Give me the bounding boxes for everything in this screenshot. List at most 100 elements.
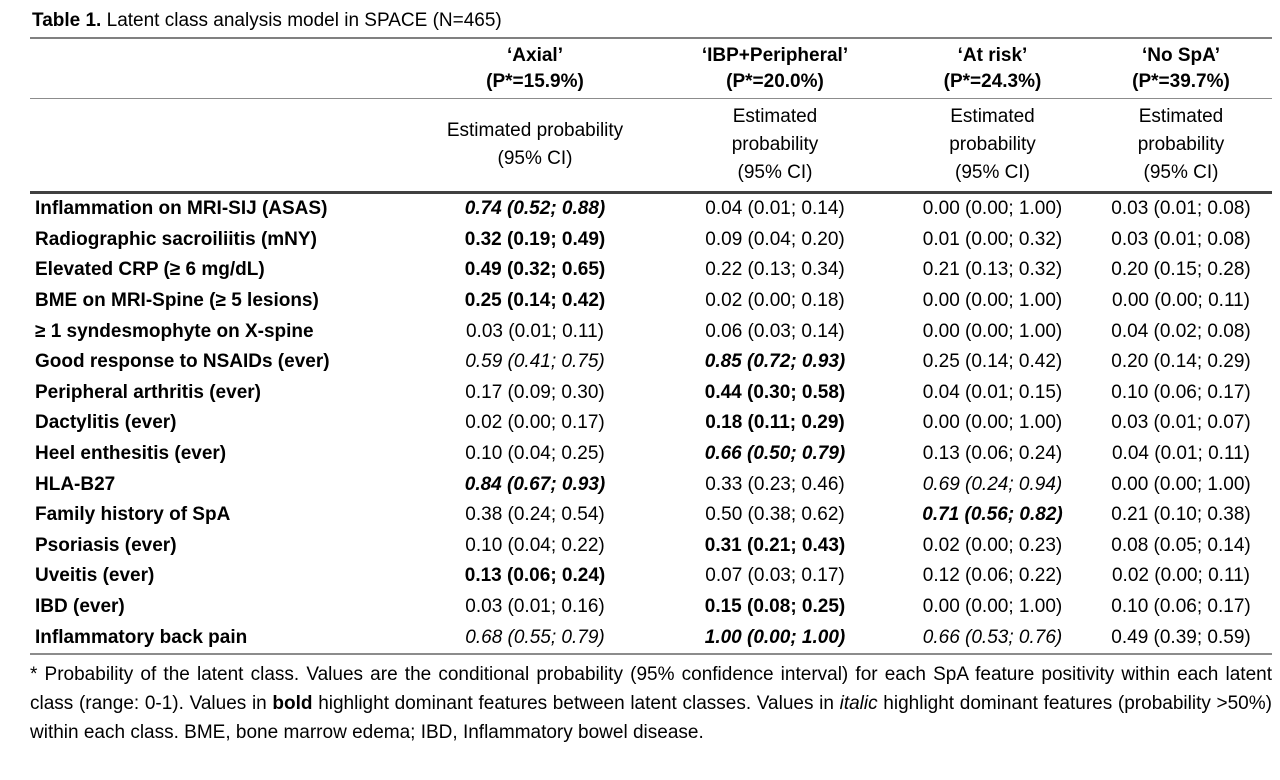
- cell-value: 0.03 (0.01; 0.11): [465, 320, 605, 342]
- cell-value: 0.02 (0.00; 0.17): [465, 412, 605, 434]
- corner-cell: [30, 38, 415, 99]
- cell-value: 0.20 (0.15; 0.28): [1111, 259, 1251, 281]
- cell-value: 0.38 (0.24; 0.54): [465, 504, 605, 526]
- table-row: Good response to NSAIDs (ever) 0.59 (0.41…: [30, 347, 1272, 378]
- cell-value: 0.66 (0.50; 0.79): [704, 443, 846, 465]
- cell-value: 0.32 (0.19; 0.49): [464, 228, 606, 250]
- cell-value: 0.15 (0.08; 0.25): [704, 596, 846, 618]
- cell-value: 0.84 (0.67; 0.93): [464, 473, 606, 495]
- cell-value: 0.13 (0.06; 0.24): [464, 565, 606, 587]
- cell-value: 0.00 (0.00; 1.00): [922, 290, 1063, 312]
- cell-value: 1.00 (0.00; 1.00): [704, 626, 846, 648]
- table-row: BME on MRI-Spine (≥ 5 lesions) 0.25 (0.14…: [30, 286, 1272, 317]
- subheader-ibp-peripheral: Estimated probability (95% CI): [655, 98, 895, 194]
- row-label: ≥ 1 syndesmophyte on X-spine: [35, 320, 314, 342]
- cell-value: 0.85 (0.72; 0.93): [704, 351, 846, 373]
- cell-value: 0.02 (0.00; 0.23): [922, 534, 1063, 556]
- cell-value: 0.03 (0.01; 0.08): [1111, 198, 1251, 220]
- table-row: Radiographic sacroiliitis (mNY) 0.32 (0.1…: [30, 225, 1272, 256]
- table-row: Family history of SpA 0.38 (0.24; 0.54) 0.…: [30, 500, 1272, 531]
- row-label: Inflammatory back pain: [35, 626, 248, 648]
- row-label: Elevated CRP (≥ 6 mg/dL): [35, 259, 265, 281]
- table-row: ≥ 1 syndesmophyte on X-spine 0.03 (0.01; …: [30, 316, 1272, 347]
- column-header-no-spa: ‘No SpA’ (P*=39.7%): [1090, 38, 1272, 99]
- table-title: Table 1. Latent class analysis model in …: [32, 8, 1272, 34]
- table-row: Uveitis (ever) 0.13 (0.06; 0.24) 0.07 (0.0…: [30, 561, 1272, 592]
- table-row: Heel enthesitis (ever) 0.10 (0.04; 0.25) 0…: [30, 439, 1272, 470]
- cell-value: 0.33 (0.23; 0.46): [705, 473, 845, 495]
- cell-value: 0.01 (0.00; 0.32): [922, 228, 1063, 250]
- cell-value: 0.10 (0.04; 0.22): [465, 534, 605, 556]
- row-label: Radiographic sacroiliitis (mNY): [35, 228, 317, 250]
- cell-value: 0.03 (0.01; 0.08): [1111, 228, 1251, 250]
- table-row: Inflammation on MRI-SIJ (ASAS) 0.74 (0.52…: [30, 193, 1272, 225]
- column-header-ibp-peripheral: ‘IBP+Peripheral’ (P*=20.0%): [655, 38, 895, 99]
- table-row: IBD (ever) 0.03 (0.01; 0.16) 0.15 (0.08; 0…: [30, 592, 1272, 623]
- cell-value: 0.02 (0.00; 0.11): [1111, 565, 1251, 587]
- row-label: Inflammation on MRI-SIJ (ASAS): [35, 198, 328, 220]
- cell-value: 0.49 (0.39; 0.59): [1111, 626, 1251, 648]
- cell-value: 0.00 (0.00; 0.11): [1111, 290, 1251, 312]
- cell-value: 0.04 (0.02; 0.08): [1111, 320, 1251, 342]
- row-label: IBD (ever): [35, 596, 125, 618]
- cell-value: 0.00 (0.00; 1.00): [1111, 473, 1251, 495]
- cell-value: 0.20 (0.14; 0.29): [1111, 351, 1251, 373]
- row-label: Dactylitis (ever): [35, 412, 177, 434]
- cell-value: 0.00 (0.00; 1.00): [922, 596, 1063, 618]
- cell-value: 0.04 (0.01; 0.11): [1111, 443, 1251, 465]
- table-number: Table 1.: [32, 10, 102, 31]
- corner-cell: [30, 98, 415, 194]
- table-row: Psoriasis (ever) 0.10 (0.04; 0.22) 0.31 (0…: [30, 531, 1272, 562]
- cell-value: 0.04 (0.01; 0.15): [922, 381, 1063, 403]
- table-row: Inflammatory back pain 0.68 (0.55; 0.79) 1…: [30, 622, 1272, 654]
- cell-value: 0.68 (0.55; 0.79): [465, 626, 605, 648]
- cell-value: 0.07 (0.03; 0.17): [705, 565, 845, 587]
- cell-value: 0.31 (0.21; 0.43): [704, 534, 846, 556]
- cell-value: 0.69 (0.24; 0.94): [922, 473, 1063, 495]
- subheader-no-spa: Estimated probability (95% CI): [1090, 98, 1272, 194]
- cell-value: 0.03 (0.01; 0.16): [465, 596, 605, 618]
- subheader-at-risk: Estimated probability (95% CI): [895, 98, 1090, 194]
- cell-value: 0.66 (0.53; 0.76): [922, 626, 1063, 648]
- footnote-segment: highlight dominant features (probability…: [30, 692, 1272, 743]
- table-caption: Latent class analysis model in SPACE (N=…: [101, 10, 502, 31]
- cell-value: 0.04 (0.01; 0.14): [705, 198, 845, 220]
- cell-value: 0.21 (0.10; 0.38): [1111, 504, 1251, 526]
- cell-value: 0.18 (0.11; 0.29): [705, 412, 845, 434]
- cell-value: 0.00 (0.00; 1.00): [922, 320, 1063, 342]
- cell-value: 0.21 (0.13; 0.32): [922, 259, 1063, 281]
- cell-value: 0.00 (0.00; 1.00): [922, 412, 1063, 434]
- cell-value: 0.44 (0.30; 0.58): [704, 381, 846, 403]
- footnote-segment: italic: [839, 692, 878, 714]
- table-row: HLA-B27 0.84 (0.67; 0.93) 0.33 (0.23; 0.46…: [30, 469, 1272, 500]
- cell-value: 0.49 (0.32; 0.65): [464, 259, 606, 281]
- cell-value: 0.10 (0.04; 0.25): [465, 443, 605, 465]
- class-header-row: ‘Axial’ (P*=15.9%) ‘IBP+Peripheral’ (P*=…: [30, 38, 1272, 99]
- cell-value: 0.00 (0.00; 1.00): [922, 198, 1063, 220]
- cell-value: 0.08 (0.05; 0.14): [1111, 534, 1251, 556]
- table-row: Elevated CRP (≥ 6 mg/dL) 0.49 (0.32; 0.65…: [30, 255, 1272, 286]
- table-row: Peripheral arthritis (ever) 0.17 (0.09; 0…: [30, 378, 1272, 409]
- subheader-axial: Estimated probability (95% CI): [415, 98, 655, 194]
- table-body: Inflammation on MRI-SIJ (ASAS) 0.74 (0.52…: [30, 193, 1272, 654]
- cell-value: 0.10 (0.06; 0.17): [1111, 381, 1251, 403]
- cell-value: 0.74 (0.52; 0.88): [464, 198, 606, 220]
- cell-value: 0.17 (0.09; 0.30): [465, 381, 605, 403]
- cell-value: 0.22 (0.13; 0.34): [705, 259, 845, 281]
- row-label: HLA-B27: [35, 473, 116, 495]
- subheader-row: Estimated probability (95% CI) Estimated…: [30, 98, 1272, 194]
- cell-value: 0.25 (0.14; 0.42): [922, 351, 1063, 373]
- cell-value: 0.25 (0.14; 0.42): [464, 290, 606, 312]
- row-label: BME on MRI-Spine (≥ 5 lesions): [35, 290, 319, 312]
- cell-value: 0.13 (0.06; 0.24): [922, 443, 1063, 465]
- row-label: Heel enthesitis (ever): [35, 443, 227, 465]
- row-label: Family history of SpA: [35, 504, 231, 526]
- cell-value: 0.12 (0.06; 0.22): [922, 565, 1063, 587]
- table-row: Dactylitis (ever) 0.02 (0.00; 0.17) 0.18 (…: [30, 408, 1272, 439]
- column-header-axial: ‘Axial’ (P*=15.9%): [415, 38, 655, 99]
- cell-value: 0.10 (0.06; 0.17): [1111, 596, 1251, 618]
- footnote-segment: highlight dominant features between late…: [312, 692, 840, 714]
- footnote-segment: bold: [272, 692, 313, 714]
- footnote-segment: * Probability of the latent class. Value…: [30, 663, 1272, 714]
- row-label: Uveitis (ever): [35, 565, 155, 587]
